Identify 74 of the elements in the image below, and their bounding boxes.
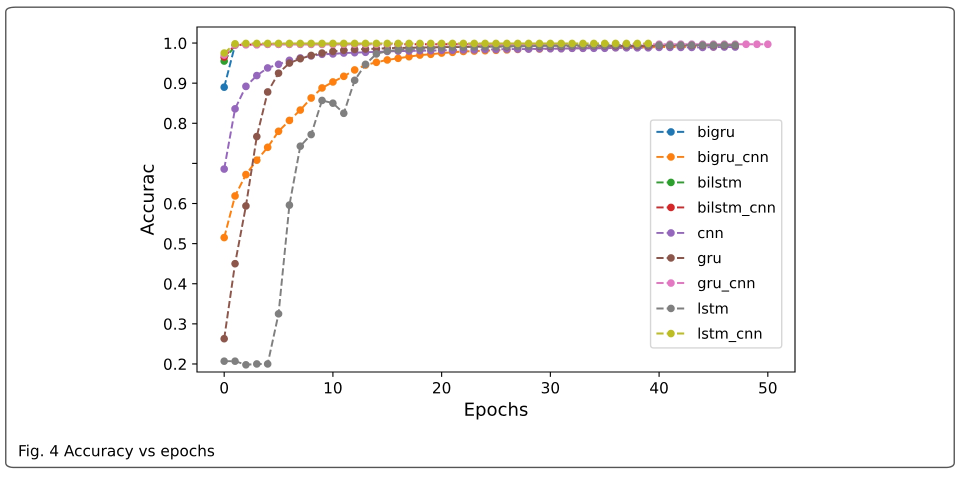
x-tick-label: 20 [433,382,450,394]
y-tick-label: 0.2 [164,358,186,370]
point [220,334,228,343]
point [264,64,272,72]
point [242,360,250,369]
x-tick-label: 30 [542,382,560,394]
x-tick-label: 0 [220,382,228,394]
y-tick-label: 0.9 [164,78,186,90]
point [231,105,239,113]
point [231,260,239,268]
point [220,357,228,365]
point [286,201,294,209]
point [340,109,348,118]
x-tick-label: 50 [759,382,777,394]
point [340,46,348,54]
legend-label: bigru [698,126,734,140]
point [350,76,358,84]
point [274,127,282,136]
point [307,94,315,102]
legend-label: lstm [698,302,728,314]
point [231,192,239,200]
legend-label: gru_cnn [698,280,754,292]
point [753,40,761,48]
y-tick-label: 0.3 [164,318,186,330]
y-tick-label: 0.6 [164,198,186,210]
caption: Fig. 4 Accuracy vs epochs [20,444,214,460]
y-tick-label: 0.8 [164,118,186,130]
point [252,132,261,140]
point [307,130,315,138]
point [742,40,750,48]
point [264,144,272,152]
point [764,40,772,48]
point [296,106,304,114]
point [286,59,294,67]
y-tick-label: 0.4 [164,278,186,290]
legend-label: bilstm [698,176,741,188]
point [220,83,228,91]
y-axis-title: Accurac [140,164,154,236]
x-tick-label: 10 [324,382,342,394]
legend-label: cnn [698,230,722,238]
x-axis-title: Epochs [465,402,528,420]
y-tick-label: 0.5 [164,238,186,250]
point [296,142,304,150]
point [274,69,282,77]
point [383,56,392,64]
point [242,82,250,90]
point [318,96,326,104]
point [318,84,326,92]
point [329,48,337,56]
point [220,165,228,173]
point [372,58,380,66]
x-tick-label: 40 [650,382,668,394]
point [220,234,228,242]
point [274,310,282,318]
point [286,116,294,124]
point [350,66,358,74]
point [329,99,337,108]
point [329,78,337,86]
point [340,72,348,80]
point [252,72,261,80]
point [231,357,239,365]
point [242,170,250,178]
legend-label: lstm_cnn [698,328,762,342]
point [274,60,282,68]
point [242,202,250,210]
point [252,360,261,368]
point [264,88,272,96]
y-tick-label: 1.0 [164,38,186,50]
legend-label: bigru_cnn [698,150,768,166]
legend-label: bilstm_cnn [698,201,775,216]
legend-label: gru [698,254,720,266]
point [264,360,272,368]
point [394,54,402,62]
point [252,156,261,164]
